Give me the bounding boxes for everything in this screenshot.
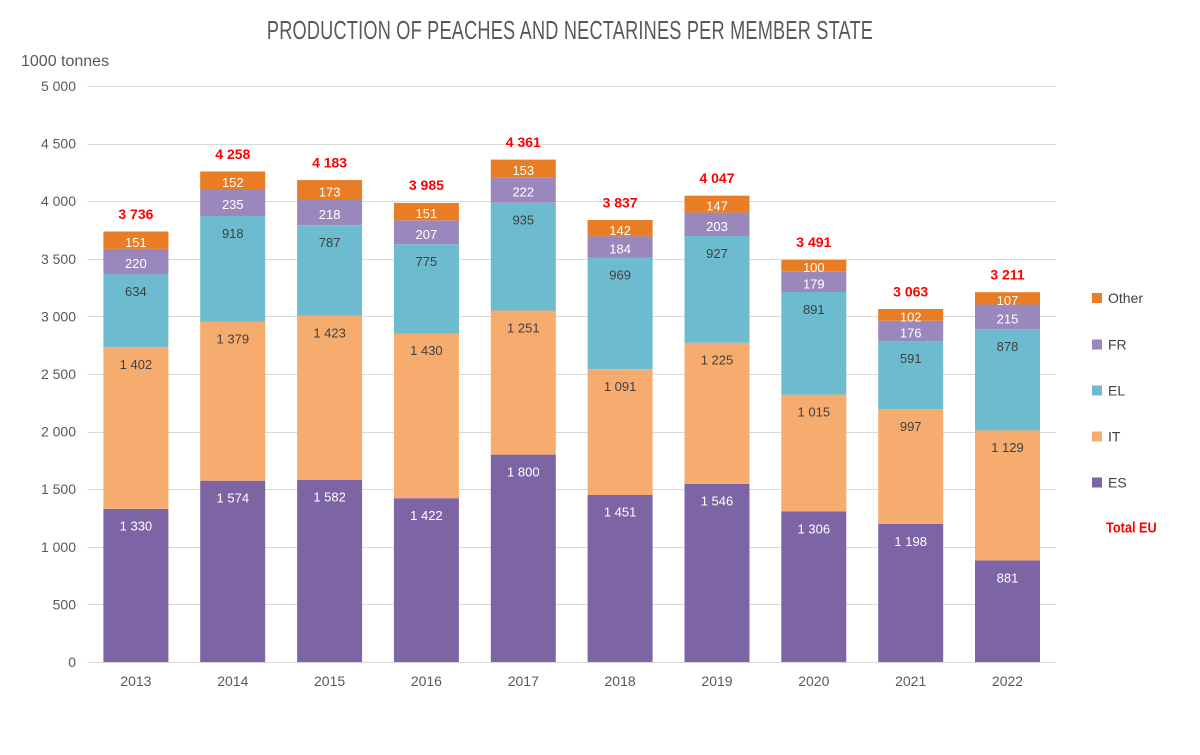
svg-text:102: 102: [900, 310, 922, 325]
svg-text:5 000: 5 000: [41, 78, 76, 94]
svg-text:775: 775: [416, 254, 438, 269]
svg-text:1 500: 1 500: [41, 481, 76, 497]
svg-text:173: 173: [319, 185, 341, 200]
svg-text:100: 100: [803, 260, 825, 275]
svg-text:Total EU: Total EU: [1106, 520, 1157, 536]
svg-text:1 582: 1 582: [313, 490, 346, 505]
svg-text:969: 969: [609, 267, 631, 282]
svg-text:Other: Other: [1108, 290, 1143, 306]
svg-text:4 361: 4 361: [506, 134, 541, 150]
svg-text:1 015: 1 015: [798, 404, 831, 419]
svg-text:1 129: 1 129: [991, 440, 1024, 455]
svg-text:891: 891: [803, 302, 825, 317]
svg-text:0: 0: [68, 654, 76, 670]
svg-text:2021: 2021: [895, 673, 926, 689]
svg-text:218: 218: [319, 207, 341, 222]
svg-text:2 500: 2 500: [41, 366, 76, 382]
svg-text:787: 787: [319, 235, 341, 250]
svg-text:634: 634: [125, 284, 147, 299]
svg-text:500: 500: [53, 596, 77, 612]
svg-text:176: 176: [900, 326, 922, 341]
svg-text:1 225: 1 225: [701, 353, 734, 368]
svg-text:1 379: 1 379: [217, 332, 250, 347]
svg-text:4 258: 4 258: [215, 146, 250, 162]
svg-text:1 306: 1 306: [798, 521, 831, 536]
svg-text:3 985: 3 985: [409, 177, 444, 193]
svg-text:235: 235: [222, 197, 244, 212]
svg-text:3 837: 3 837: [603, 194, 638, 210]
svg-text:1 198: 1 198: [894, 534, 927, 549]
svg-text:215: 215: [997, 312, 1019, 327]
svg-text:2014: 2014: [217, 673, 248, 689]
svg-text:147: 147: [706, 199, 728, 214]
svg-text:1 451: 1 451: [604, 505, 637, 520]
svg-text:2016: 2016: [411, 673, 442, 689]
svg-text:1 000: 1 000: [41, 539, 76, 555]
svg-text:918: 918: [222, 226, 244, 241]
svg-text:FR: FR: [1108, 337, 1127, 353]
svg-text:203: 203: [706, 219, 728, 234]
svg-text:2013: 2013: [120, 673, 151, 689]
svg-text:1 402: 1 402: [120, 357, 153, 372]
svg-text:1 422: 1 422: [410, 508, 443, 523]
svg-text:927: 927: [706, 246, 728, 261]
svg-text:207: 207: [416, 227, 438, 242]
svg-text:4 183: 4 183: [312, 154, 347, 170]
svg-text:1 430: 1 430: [410, 343, 443, 358]
svg-text:1 574: 1 574: [217, 491, 250, 506]
svg-text:881: 881: [997, 570, 1019, 585]
svg-text:2015: 2015: [314, 673, 345, 689]
svg-text:222: 222: [512, 185, 534, 200]
svg-text:3 063: 3 063: [893, 283, 928, 299]
svg-text:107: 107: [997, 293, 1019, 308]
svg-text:2017: 2017: [508, 673, 539, 689]
svg-text:4 047: 4 047: [699, 170, 734, 186]
svg-text:1 546: 1 546: [701, 494, 734, 509]
svg-text:2019: 2019: [701, 673, 732, 689]
svg-text:1000 tonnes: 1000 tonnes: [21, 53, 109, 70]
svg-text:IT: IT: [1108, 429, 1121, 445]
svg-text:2 000: 2 000: [41, 424, 76, 440]
svg-text:151: 151: [416, 206, 438, 221]
svg-text:591: 591: [900, 351, 922, 366]
svg-text:1 800: 1 800: [507, 464, 540, 479]
svg-text:153: 153: [512, 163, 534, 178]
svg-text:878: 878: [997, 339, 1019, 354]
svg-text:2018: 2018: [605, 673, 636, 689]
svg-text:3 211: 3 211: [990, 267, 1024, 283]
svg-text:4 500: 4 500: [41, 136, 76, 152]
svg-text:152: 152: [222, 175, 244, 190]
svg-text:1 091: 1 091: [604, 379, 637, 394]
svg-text:4 000: 4 000: [41, 193, 76, 209]
svg-text:179: 179: [803, 276, 825, 291]
svg-text:220: 220: [125, 256, 147, 271]
svg-text:1 251: 1 251: [507, 320, 540, 335]
svg-text:ES: ES: [1108, 475, 1127, 491]
svg-text:151: 151: [125, 235, 147, 250]
svg-text:3 491: 3 491: [796, 234, 831, 250]
svg-text:EL: EL: [1108, 383, 1125, 399]
svg-text:2020: 2020: [798, 673, 829, 689]
svg-text:184: 184: [609, 242, 631, 257]
svg-text:3 000: 3 000: [41, 308, 76, 324]
svg-text:142: 142: [609, 223, 631, 238]
svg-text:3 736: 3 736: [118, 206, 153, 222]
svg-text:3 500: 3 500: [41, 251, 76, 267]
svg-text:2022: 2022: [992, 673, 1023, 689]
svg-text:1 330: 1 330: [120, 519, 153, 534]
svg-text:PRODUCTION OF PEACHES AND NECT: PRODUCTION OF PEACHES AND NECTARINES PER…: [267, 16, 873, 45]
svg-text:997: 997: [900, 419, 922, 434]
svg-text:935: 935: [512, 213, 534, 228]
svg-text:1 423: 1 423: [313, 326, 346, 341]
